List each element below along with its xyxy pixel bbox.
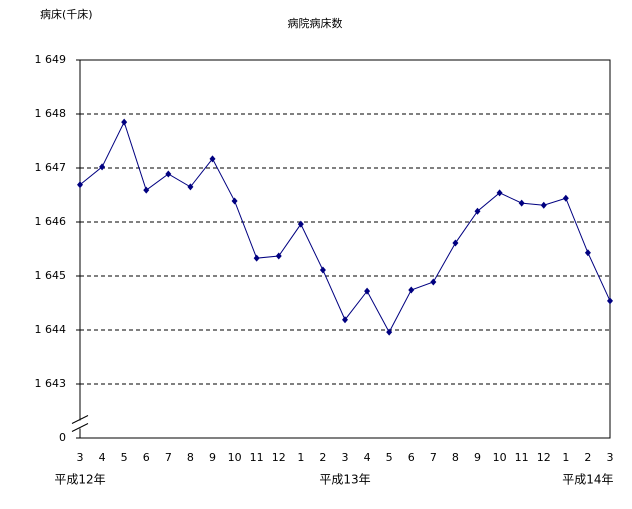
x-tick-label: 3 bbox=[607, 451, 614, 464]
marker bbox=[121, 118, 128, 126]
x-tick-label: 6 bbox=[408, 451, 415, 464]
marker bbox=[77, 181, 83, 189]
marker bbox=[143, 186, 150, 194]
x-tick-label: 2 bbox=[584, 451, 591, 464]
axis-break bbox=[71, 423, 89, 432]
x-tick-label: 3 bbox=[77, 451, 84, 464]
marker bbox=[518, 199, 525, 207]
y-tick-label: 1 645 bbox=[35, 269, 67, 282]
y-tick-label: 1 648 bbox=[35, 107, 67, 120]
y-tick-label: 1 647 bbox=[35, 161, 67, 174]
marker bbox=[209, 155, 216, 163]
x-tick-label: 7 bbox=[430, 451, 437, 464]
x-tick-label: 8 bbox=[187, 451, 194, 464]
x-tick-label: 9 bbox=[209, 451, 216, 464]
y-tick-label: 1 643 bbox=[35, 377, 67, 390]
marker bbox=[496, 189, 503, 197]
chart-title: 病院病床数 bbox=[288, 16, 343, 30]
marker bbox=[165, 170, 172, 178]
x-tick-label: 2 bbox=[319, 451, 326, 464]
x-tick-label: 5 bbox=[386, 451, 393, 464]
x-tick-label: 11 bbox=[515, 451, 529, 464]
marker bbox=[99, 163, 106, 171]
x-tick-label: 6 bbox=[143, 451, 150, 464]
x-tick-label: 3 bbox=[342, 451, 349, 464]
marker bbox=[364, 287, 371, 295]
y-tick-label: 1 646 bbox=[35, 215, 67, 228]
x-tick-label: 1 bbox=[562, 451, 569, 464]
marker bbox=[386, 328, 393, 336]
x-tick-label: 12 bbox=[272, 451, 286, 464]
x-tick-label: 4 bbox=[99, 451, 106, 464]
marker bbox=[297, 220, 304, 228]
marker bbox=[452, 239, 459, 247]
line bbox=[79, 120, 611, 334]
marker bbox=[342, 316, 348, 324]
marker bbox=[562, 194, 569, 202]
marker bbox=[253, 254, 260, 262]
marker bbox=[408, 286, 415, 294]
marker bbox=[474, 207, 481, 215]
marker bbox=[319, 266, 326, 274]
x-tick-label: 4 bbox=[364, 451, 371, 464]
x-tick-label: 9 bbox=[474, 451, 481, 464]
marker bbox=[607, 297, 613, 305]
marker bbox=[430, 278, 437, 286]
x-group-label: 平成13年 bbox=[319, 473, 370, 487]
y-axis-label: 病床(千床) bbox=[40, 7, 93, 21]
x-tick-label: 8 bbox=[452, 451, 459, 464]
y-tick-label: 1 649 bbox=[35, 53, 67, 66]
marker bbox=[540, 201, 547, 209]
x-tick-label: 5 bbox=[121, 451, 128, 464]
x-tick-label: 10 bbox=[228, 451, 242, 464]
x-tick-label: 10 bbox=[493, 451, 507, 464]
axis-break bbox=[71, 415, 89, 424]
x-tick-label: 1 bbox=[297, 451, 304, 464]
y-tick-label: 0 bbox=[59, 431, 66, 444]
x-group-label: 平成14年 bbox=[562, 473, 613, 487]
axis-break-gap bbox=[74, 420, 86, 429]
marker bbox=[275, 252, 282, 260]
plot-frame bbox=[79, 59, 611, 439]
marker bbox=[231, 197, 238, 205]
marker bbox=[187, 183, 194, 191]
marker bbox=[584, 249, 591, 257]
x-tick-label: 11 bbox=[250, 451, 264, 464]
y-tick-label: 1 644 bbox=[35, 323, 67, 336]
x-tick-label: 7 bbox=[165, 451, 172, 464]
x-group-label: 平成12年 bbox=[54, 473, 105, 487]
x-tick-label: 12 bbox=[537, 451, 551, 464]
